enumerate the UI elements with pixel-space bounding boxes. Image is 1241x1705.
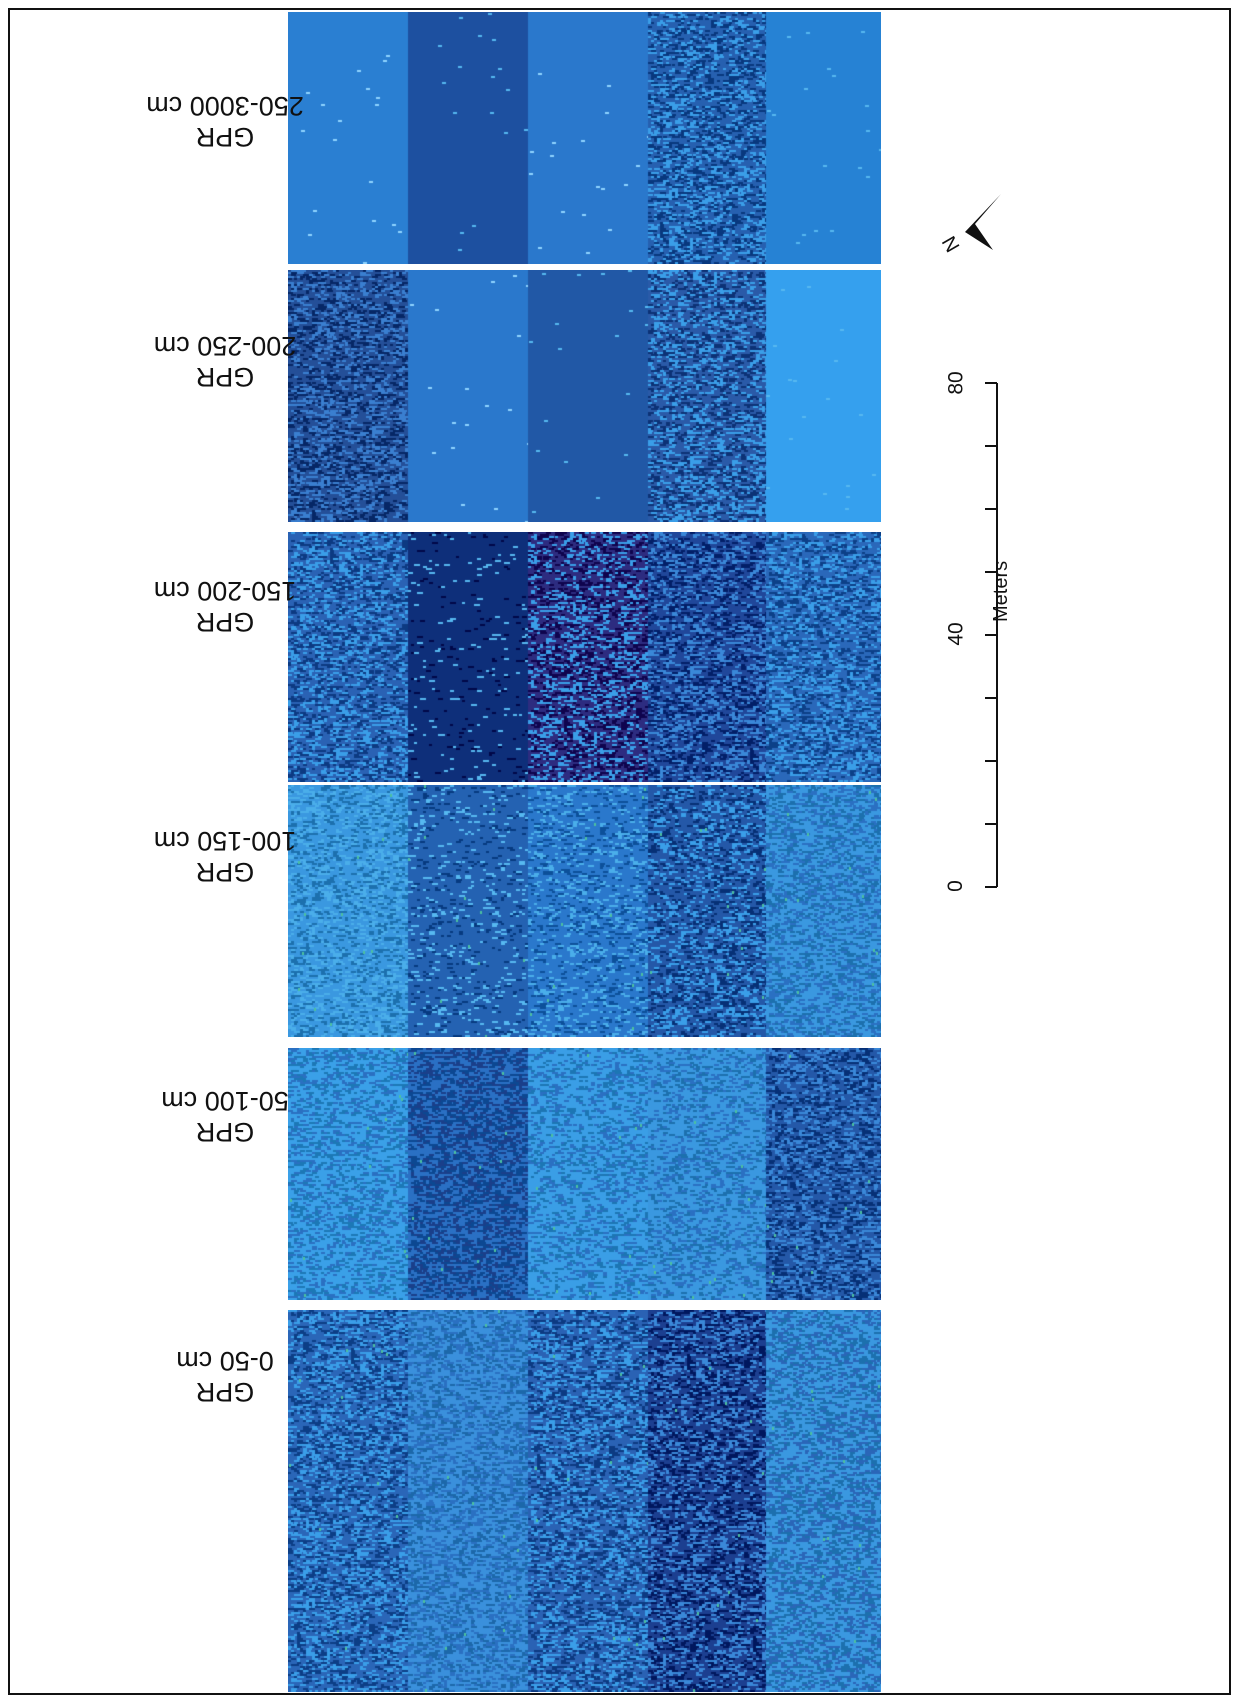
- panel-label-line2: 250-3000 cm: [146, 91, 304, 121]
- panel-label-line1: GPR: [195, 1377, 255, 1407]
- gpr-panel-200-250: [288, 270, 881, 522]
- gpr-panels: [288, 12, 881, 1692]
- panel-label-line2: 100-150 cm: [153, 826, 297, 856]
- scale-title: Meters: [990, 560, 1012, 622]
- gpr-panel-100-150: [288, 785, 881, 1037]
- panel-label-50-100: GPR 50-100 cm: [140, 1085, 310, 1147]
- panel-label-150-200: GPR 150-200 cm: [140, 575, 310, 637]
- north-label: N: [938, 232, 964, 256]
- panel-label-line1: GPR: [195, 362, 255, 392]
- scale-tick-80: 80: [944, 371, 968, 395]
- panel-label-100-150: GPR 100-150 cm: [140, 825, 310, 887]
- panel-label-line2: 50-100 cm: [161, 1086, 289, 1116]
- gpr-panel-250-3000: [288, 12, 881, 264]
- panel-label-line1: GPR: [195, 122, 255, 152]
- gpr-panel-50-100: [288, 1048, 881, 1300]
- panel-label-200-250: GPR 200-250 cm: [140, 330, 310, 392]
- panel-label-line2: 150-200 cm: [153, 576, 297, 606]
- panel-label-line2: 200-250 cm: [153, 331, 297, 361]
- scale-tick-0: 0: [943, 880, 967, 892]
- gpr-panel-0-50: [288, 1310, 881, 1692]
- scale-bar: [985, 382, 998, 888]
- panel-label-line1: GPR: [195, 857, 255, 887]
- scale-tick-40: 40: [944, 622, 968, 646]
- gpr-panel-150-200: [288, 532, 881, 782]
- panel-label-0-50: GPR 0-50 cm: [140, 1345, 310, 1407]
- panel-label-line1: GPR: [195, 1117, 255, 1147]
- north-arrow-icon: N: [938, 194, 1001, 256]
- panel-label-250-3000: GPR 250-3000 cm: [140, 90, 310, 152]
- panel-label-line1: GPR: [195, 607, 255, 637]
- panel-label-line2: 0-50 cm: [176, 1346, 274, 1376]
